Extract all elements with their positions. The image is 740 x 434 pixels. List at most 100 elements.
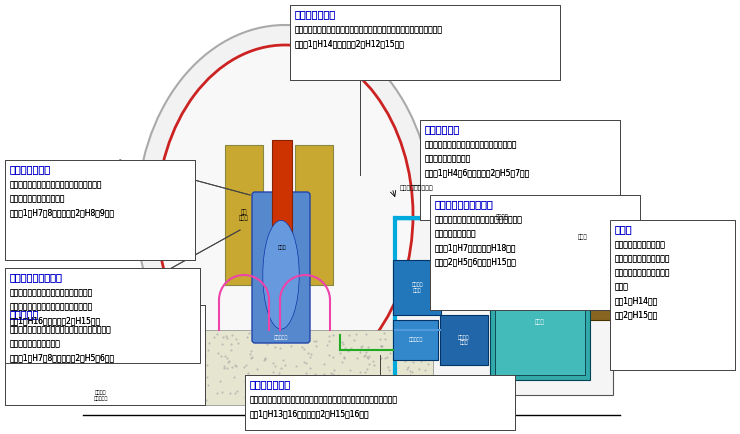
Text: ロータの応力腐食割れに対する予防保全処置: ロータの応力腐食割れに対する予防保全処置 [425,140,517,149]
FancyBboxPatch shape [393,260,441,315]
Text: 高浜1：H4～6年度、高浜2：H5～7年度: 高浜1：H4～6年度、高浜2：H5～7年度 [425,168,531,177]
Text: 蒸気発生器: 蒸気発生器 [10,309,39,319]
Text: 高浜1：H7～８年度、H18年度: 高浜1：H7～８年度、H18年度 [435,243,517,252]
Ellipse shape [157,45,413,385]
Text: 海塩粒子による塩素型応力腐食割れに対: 海塩粒子による塩素型応力腐食割れに対 [10,288,93,297]
Text: 加圧器: 加圧器 [278,245,286,250]
Text: 優れたチタン管への取替を: 優れたチタン管への取替を [615,268,670,277]
Text: 高浜2：H15年度: 高浜2：H15年度 [615,310,659,319]
Text: 高圧給水
加熱器: 高圧給水 加熱器 [411,282,423,293]
Text: 高浜1：H13～16年度、高浜2：H15～16年度: 高浜1：H13～16年度、高浜2：H15～16年度 [250,409,369,418]
Text: コイルの絶縁低下に対する予防保全処置と: コイルの絶縁低下に対する予防保全処置と [435,215,523,224]
FancyBboxPatch shape [430,195,640,310]
Text: 蒸気
発生器: 蒸気 発生器 [239,209,249,221]
FancyBboxPatch shape [295,145,333,285]
Text: 上蓋用貫台の応力腐食割れに対する予防保全: 上蓋用貫台の応力腐食割れに対する予防保全 [10,180,103,189]
FancyBboxPatch shape [420,120,620,220]
Text: 蒸気発生器内の水質向上のため、細管のステンレス管への取替を実施。: 蒸気発生器内の水質向上のため、細管のステンレス管への取替を実施。 [250,395,398,404]
Text: 高浜1：H16年度、高浜2：H15年度: 高浜1：H16年度、高浜2：H15年度 [10,316,101,325]
Text: 実施。: 実施。 [615,282,629,291]
Text: 燃料取替
用水タンク: 燃料取替 用水タンク [93,390,108,401]
Ellipse shape [559,272,608,288]
Text: 細管の海水漏えい事象の: 細管の海水漏えい事象の [615,240,666,249]
Text: タービン: タービン [496,214,509,220]
Text: 高浜1：H7～８年度、H18年度: 高浜1：H7～８年度、H18年度 [435,243,517,252]
FancyBboxPatch shape [83,305,118,385]
Ellipse shape [474,242,531,293]
Text: する長期保全の観点から、取替を実施。: する長期保全の観点から、取替を実施。 [10,302,93,311]
Text: 復水器: 復水器 [615,224,633,234]
FancyBboxPatch shape [245,375,515,430]
FancyBboxPatch shape [393,320,438,360]
Text: 高浜1：H16年度、高浜2：H15年度: 高浜1：H16年度、高浜2：H15年度 [10,316,101,325]
FancyBboxPatch shape [290,5,560,80]
Text: 高浜2：H15年度: 高浜2：H15年度 [615,310,659,319]
FancyBboxPatch shape [495,270,585,375]
Text: 発電機: 発電機 [578,234,588,240]
Ellipse shape [559,292,608,308]
Text: 低圧給水加熱器: 低圧給水加熱器 [250,379,291,389]
Text: 低圧給水加熱器: 低圧給水加熱器 [250,379,291,389]
Ellipse shape [559,252,608,268]
Text: 高浜1：H7～8年度、高浜2：H8～9年度: 高浜1：H7～8年度、高浜2：H8～9年度 [10,208,115,217]
Text: として、取替を実施。: として、取替を実施。 [425,154,471,163]
Text: 優れたチタン管への取替を: 優れたチタン管への取替を [615,268,670,277]
Text: 高浜2：H5～6年度、H15年度: 高浜2：H5～6年度、H15年度 [435,257,517,266]
Text: 高浜1：H14年度: 高浜1：H14年度 [615,296,659,305]
Text: 蒸気発生器: 蒸気発生器 [10,309,39,319]
Text: 給水ポンプ: 給水ポンプ [408,338,423,342]
Text: 海塩粒子による塩素型応力腐食割れに対: 海塩粒子による塩素型応力腐食割れに対 [10,288,93,297]
Text: 改良型への取替を実施。: 改良型への取替を実施。 [10,339,61,348]
Text: して、巻替を実施。: して、巻替を実施。 [435,229,477,238]
Text: 実施。: 実施。 [615,282,629,291]
Text: する長期保全の観点から、取替を実施。: する長期保全の観点から、取替を実施。 [10,302,93,311]
Text: 原子炉容器上蓋: 原子炉容器上蓋 [10,164,51,174]
FancyBboxPatch shape [440,315,488,365]
FancyBboxPatch shape [393,185,613,395]
FancyBboxPatch shape [610,220,735,370]
Text: 低圧タービン: 低圧タービン [425,124,460,134]
Text: 復水器: 復水器 [535,320,545,326]
FancyBboxPatch shape [5,268,200,363]
Text: 蒸気発生器内の水質向上のため、細管のステンレス管への取替を実施。: 蒸気発生器内の水質向上のため、細管のステンレス管への取替を実施。 [295,25,443,34]
Text: 高浜1：H4～6年度、高浜2：H5～7年度: 高浜1：H4～6年度、高浜2：H5～7年度 [425,168,531,177]
Text: 高浜1：H14年度、高浜2：H12～15年度: 高浜1：H14年度、高浜2：H12～15年度 [295,39,405,48]
Text: 低圧給水
加熱器: 低圧給水 加熱器 [458,335,470,345]
Ellipse shape [263,220,299,329]
Text: 未然防止のため、耐食性に: 未然防止のため、耐食性に [615,254,670,263]
Text: 高浜2：H5～6年度、H15年度: 高浜2：H5～6年度、H15年度 [435,257,517,266]
Text: 高浜1：H7～8年度、高浜2：H8～9年度: 高浜1：H7～8年度、高浜2：H8～9年度 [10,208,115,217]
FancyBboxPatch shape [490,265,590,380]
Ellipse shape [455,225,550,310]
Text: 燃料取替用水タンク: 燃料取替用水タンク [10,272,63,282]
Text: コンクリート構造物: コンクリート構造物 [400,185,434,191]
Text: 処置として、取替を実施。: 処置として、取替を実施。 [10,194,66,203]
Text: 燃料取替用水タンク: 燃料取替用水タンク [10,272,63,282]
FancyBboxPatch shape [245,375,515,430]
Text: 高浜1：H13～16年度、高浜2：H15～16年度: 高浜1：H13～16年度、高浜2：H15～16年度 [250,409,369,418]
Text: 復水器: 復水器 [615,224,633,234]
FancyBboxPatch shape [252,192,310,343]
Text: として、取替を実施。: として、取替を実施。 [425,154,471,163]
Text: 高浜２号機蒸気発生器伝熱管損傷事象を踏まえ、: 高浜２号機蒸気発生器伝熱管損傷事象を踏まえ、 [10,325,112,334]
FancyBboxPatch shape [5,268,200,363]
Text: 原子炉容器上蓋: 原子炉容器上蓋 [10,164,51,174]
Text: 蒸気発生器内の水質向上のため、細管のステンレス管への取替を実施。: 蒸気発生器内の水質向上のため、細管のステンレス管への取替を実施。 [295,25,443,34]
Text: 細管の海水漏えい事象の: 細管の海水漏えい事象の [615,240,666,249]
Text: 処置として、取替を実施。: 処置として、取替を実施。 [10,194,66,203]
FancyBboxPatch shape [610,220,735,370]
Text: して、巻替を実施。: して、巻替を実施。 [435,229,477,238]
Text: 低圧タービン: 低圧タービン [425,124,460,134]
Text: 高浜1：H7～8年度、高浜2：H5～6年度: 高浜1：H7～8年度、高浜2：H5～6年度 [10,353,115,362]
FancyBboxPatch shape [5,305,205,405]
Text: 改良型への取替を実施。: 改良型への取替を実施。 [10,339,61,348]
Text: 未然防止のため、耐食性に: 未然防止のため、耐食性に [615,254,670,263]
Text: 高圧給水加熱器: 高圧給水加熱器 [295,9,336,19]
Text: 上蓋用貫台の応力腐食割れに対する予防保全: 上蓋用貫台の応力腐食割れに対する予防保全 [10,180,103,189]
Text: 発電機（コイル巻替）: 発電機（コイル巻替） [435,199,494,209]
Text: 原子炉容器: 原子炉容器 [274,335,288,340]
Ellipse shape [137,25,433,405]
Text: 高浜２号機蒸気発生器伝熱管損傷事象を踏まえ、: 高浜２号機蒸気発生器伝熱管損傷事象を踏まえ、 [10,325,112,334]
Text: コイルの絶縁低下に対する予防保全処置と: コイルの絶縁低下に対する予防保全処置と [435,215,523,224]
Text: 高浜1：H14年度: 高浜1：H14年度 [615,296,659,305]
